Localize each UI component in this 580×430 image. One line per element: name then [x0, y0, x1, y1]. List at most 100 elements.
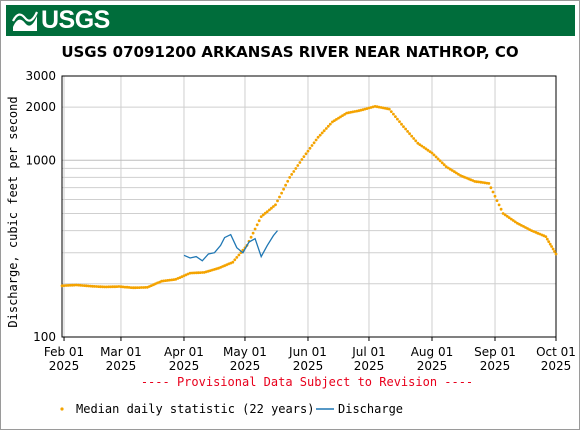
median-point — [304, 152, 308, 156]
median-point — [312, 141, 316, 145]
median-series — [60, 105, 558, 290]
median-point — [487, 182, 491, 185]
x-tick-year: 2025 — [417, 359, 448, 373]
median-point — [74, 283, 78, 287]
median-point — [308, 146, 312, 150]
legend-median-marker — [60, 407, 64, 411]
median-point — [396, 117, 399, 121]
median-point — [174, 277, 178, 281]
median-point — [420, 144, 424, 148]
median-point — [328, 122, 332, 126]
x-tick-label: Apr 01 — [164, 345, 204, 359]
median-point — [387, 107, 391, 111]
median-point — [353, 110, 357, 113]
median-point — [292, 170, 296, 173]
y-tick-label: 1000 — [25, 153, 56, 167]
median-point — [463, 175, 466, 179]
x-tick-label: Jun 01 — [288, 345, 327, 359]
median-point — [455, 171, 458, 175]
median-point — [141, 286, 145, 289]
median-point — [316, 135, 320, 139]
provisional-note: ---- Provisional Data Subject to Revisio… — [141, 375, 473, 389]
median-point — [109, 285, 113, 289]
median-point — [509, 217, 513, 221]
median-point — [513, 220, 517, 224]
median-point — [469, 178, 472, 182]
y-axis-label: Discharge, cubic feet per second — [6, 96, 20, 327]
usgs-wave-icon — [12, 11, 38, 31]
y-tick-label: 3000 — [25, 69, 56, 83]
median-point — [324, 127, 328, 130]
median-point — [156, 281, 159, 285]
median-point — [406, 130, 409, 133]
median-point — [320, 131, 324, 135]
median-point — [544, 235, 548, 239]
median-point — [99, 285, 102, 289]
median-point — [532, 230, 535, 233]
median-point — [294, 167, 298, 170]
median-point — [259, 215, 263, 219]
median-point — [117, 285, 121, 288]
usgs-logo[interactable]: USGS — [12, 5, 110, 36]
median-point — [64, 284, 68, 287]
median-point — [322, 129, 326, 133]
median-point — [93, 285, 96, 288]
median-point — [318, 133, 322, 137]
x-tick-label: Aug 01 — [411, 345, 454, 359]
median-point — [286, 179, 290, 183]
legend-median-label: Median daily statistic (22 years) — [76, 402, 314, 416]
x-tick-year: 2025 — [480, 359, 511, 373]
median-point — [430, 151, 434, 155]
median-point — [520, 224, 523, 227]
median-point — [436, 157, 440, 161]
median-point — [434, 155, 438, 159]
median-point — [62, 284, 66, 287]
median-point — [341, 114, 344, 117]
median-point — [129, 286, 133, 289]
median-point — [426, 148, 430, 152]
median-point — [416, 141, 420, 145]
median-point — [422, 146, 426, 149]
median-point — [190, 271, 194, 275]
median-point — [111, 285, 115, 289]
median-point — [274, 203, 277, 207]
median-point — [400, 122, 403, 126]
legend: Median daily statistic (22 years) Discha… — [60, 402, 403, 416]
median-point — [339, 115, 342, 119]
y-tick-label: 100 — [33, 330, 56, 344]
median-point — [359, 108, 363, 112]
median-point — [444, 165, 448, 169]
median-point — [223, 264, 227, 268]
median-point — [115, 285, 119, 288]
median-point — [97, 285, 100, 288]
x-tick-year: 2025 — [293, 359, 324, 373]
median-point — [192, 271, 196, 275]
median-point — [278, 195, 281, 199]
x-tick-year: 2025 — [49, 359, 80, 373]
legend-discharge-label: Discharge — [338, 402, 403, 416]
median-point — [365, 107, 369, 110]
median-point — [453, 170, 456, 174]
y-tick-label: 2000 — [25, 100, 56, 114]
median-point — [310, 144, 314, 147]
median-point — [80, 284, 84, 287]
median-point — [414, 139, 418, 143]
median-point — [105, 285, 109, 289]
median-point — [284, 183, 287, 187]
median-point — [394, 115, 397, 118]
median-point — [101, 285, 105, 289]
median-point — [477, 180, 481, 184]
median-point — [300, 158, 304, 161]
median-point — [383, 106, 387, 110]
median-point — [70, 283, 74, 287]
median-point — [95, 285, 98, 288]
x-tick-year: 2025 — [169, 359, 200, 373]
median-point — [507, 216, 511, 220]
y-axis: 100 1000 2000 3000 — [25, 69, 56, 344]
median-point — [194, 271, 198, 275]
usgs-banner: USGS — [6, 5, 575, 36]
plot-area — [61, 75, 557, 338]
median-point — [66, 284, 70, 287]
